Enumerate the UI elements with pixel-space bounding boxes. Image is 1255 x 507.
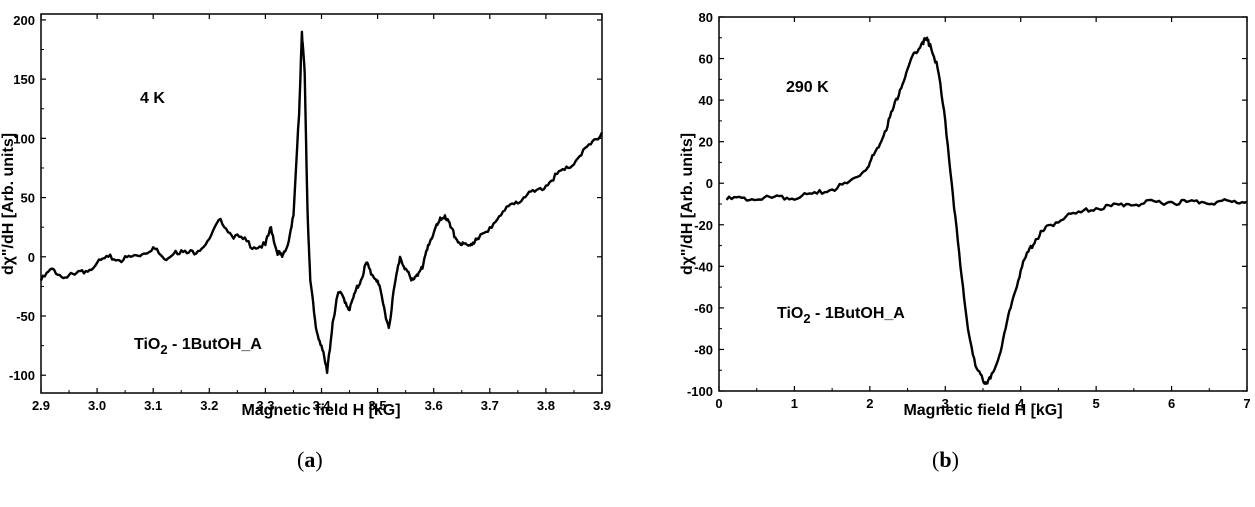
panel-caption-a: (a) xyxy=(297,447,323,472)
x-tick-label-b: 2 xyxy=(866,396,873,411)
x-tick-label-a: 3.1 xyxy=(144,398,162,413)
panel-caption-a-letter: a xyxy=(304,447,316,472)
x-tick-label-a: 2.9 xyxy=(32,398,50,413)
x-tick-label-b: 0 xyxy=(715,396,722,411)
x-tick-label-b: 3 xyxy=(942,396,949,411)
panel-caption-b: (b) xyxy=(932,447,959,472)
sample-label-a: TiO2 - 1ButOH_A xyxy=(134,336,262,357)
chart-a-svg: 2.9 3.0 3.1 3.2 3.3 3.4 3.5 3.6 3.7 3.8 3.9 -100 -50… xyxy=(0,13,611,419)
y-tick-label-b: -80 xyxy=(694,342,713,357)
x-tick-label-b: 6 xyxy=(1168,396,1175,411)
data-line-b-0 xyxy=(725,36,1248,385)
temperature-label-b: 290 K xyxy=(786,79,829,96)
plot-frame-b xyxy=(718,16,1248,392)
y-tick-label-b: -60 xyxy=(694,301,713,316)
x-tick-label-a: 3.5 xyxy=(369,398,387,413)
temperature-label-a: 4 K xyxy=(140,90,165,107)
y-tick-label-a: 150 xyxy=(13,72,35,87)
y-tick-label-b: -20 xyxy=(694,218,713,233)
x-tick-label-b: 7 xyxy=(1243,396,1250,411)
y-tick-label-b: 0 xyxy=(706,176,713,191)
y-tick-label-b: 60 xyxy=(699,52,713,67)
chart-panel-a: 2.9 3.0 3.1 3.2 3.3 3.4 3.5 3.6 3.7 3.8 3.9 -100 -50… xyxy=(0,0,620,507)
x-tick-label-b: 1 xyxy=(791,396,798,411)
x-tick-label-a: 3.3 xyxy=(256,398,274,413)
x-tick-label-a: 3.7 xyxy=(481,398,499,413)
y-tick-label-b: 20 xyxy=(699,135,713,150)
y-tick-label-b: -100 xyxy=(687,384,713,399)
y-tick-label-b: -40 xyxy=(694,259,713,274)
sample-label-b: TiO2 - 1ButOH_A xyxy=(777,305,905,326)
x-axis-title-a: Magnetic field H [kG] xyxy=(241,402,400,419)
x-axis-title-b: Magnetic field H [kG] xyxy=(903,402,1062,419)
y-tick-label-a: -100 xyxy=(9,368,35,383)
x-tick-label-a: 3.4 xyxy=(312,398,331,413)
y-axis-title-a: dχ"/dH [Arb. units] xyxy=(0,133,17,275)
x-tick-label-b: 5 xyxy=(1093,396,1100,411)
y-tick-label-b: 80 xyxy=(699,10,713,25)
x-tick-label-a: 3.2 xyxy=(200,398,218,413)
chart-b-svg: 0 1 2 3 4 5 6 7 -100 -80 -60 -40 -20 0 20 40 60 80 Magneti… xyxy=(679,10,1251,419)
y-tick-label-a: 200 xyxy=(13,13,35,28)
y-tick-label-a: 50 xyxy=(21,191,35,206)
y-tick-label-a: -50 xyxy=(16,309,35,324)
panel-caption-b-letter: b xyxy=(939,447,952,472)
x-tick-label-a: 3.6 xyxy=(425,398,443,413)
y-tick-label-a: 100 xyxy=(13,131,35,146)
data-line-a-0 xyxy=(39,30,604,375)
y-tick-label-a: 0 xyxy=(28,250,35,265)
x-tick-label-a: 3.8 xyxy=(537,398,555,413)
x-tick-label-a: 3.0 xyxy=(88,398,106,413)
y-tick-label-b: 40 xyxy=(699,93,713,108)
y-axis-title-b: dχ"/dH [Arb. units] xyxy=(679,133,696,275)
x-tick-label-a: 3.9 xyxy=(593,398,611,413)
x-tick-label-b: 4 xyxy=(1017,396,1025,411)
chart-panel-b: 0 1 2 3 4 5 6 7 -100 -80 -60 -40 -20 0 20 40 60 80 Magneti… xyxy=(635,0,1255,507)
